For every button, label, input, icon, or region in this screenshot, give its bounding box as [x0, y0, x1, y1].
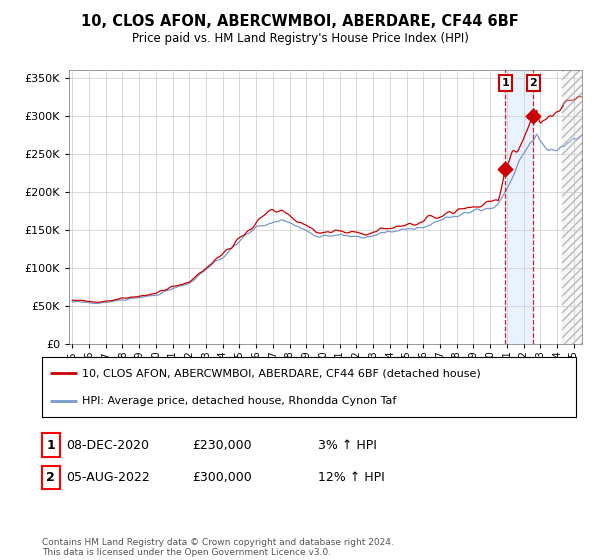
Text: Price paid vs. HM Land Registry's House Price Index (HPI): Price paid vs. HM Land Registry's House … [131, 32, 469, 45]
Text: 1: 1 [502, 78, 509, 88]
Text: HPI: Average price, detached house, Rhondda Cynon Taf: HPI: Average price, detached house, Rhon… [82, 396, 397, 406]
Text: 10, CLOS AFON, ABERCWMBOI, ABERDARE, CF44 6BF: 10, CLOS AFON, ABERCWMBOI, ABERDARE, CF4… [81, 14, 519, 29]
Text: 10, CLOS AFON, ABERCWMBOI, ABERDARE, CF44 6BF (detached house): 10, CLOS AFON, ABERCWMBOI, ABERDARE, CF4… [82, 368, 481, 378]
Text: 05-AUG-2022: 05-AUG-2022 [65, 471, 149, 484]
Point [529, 111, 538, 120]
Text: 2: 2 [529, 78, 537, 88]
Text: 3% ↑ HPI: 3% ↑ HPI [318, 438, 377, 452]
Text: £230,000: £230,000 [192, 438, 251, 452]
Text: 1: 1 [46, 438, 55, 452]
Bar [562, 32, 600, 344]
Bar [562, 70, 600, 344]
Text: £300,000: £300,000 [192, 471, 252, 484]
Text: Contains HM Land Registry data © Crown copyright and database right 2024.
This d: Contains HM Land Registry data © Crown c… [42, 538, 394, 557]
Text: 2: 2 [46, 471, 55, 484]
Text: 12% ↑ HPI: 12% ↑ HPI [318, 471, 385, 484]
Text: 08-DEC-2020: 08-DEC-2020 [65, 438, 149, 452]
Point [500, 165, 510, 174]
Bar [505, 70, 533, 344]
